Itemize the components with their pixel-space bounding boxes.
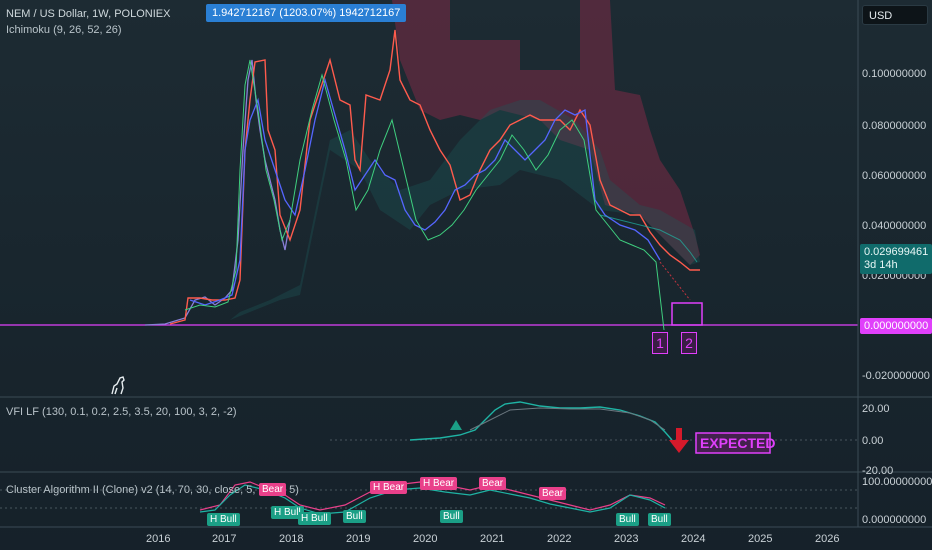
- signal-label: Bull: [440, 510, 463, 523]
- ichimoku-legend: Ichimoku (9, 26, 52, 26): [6, 24, 122, 36]
- signal-label: Bull: [616, 513, 639, 526]
- signal-label: Bear: [539, 487, 567, 500]
- signal-label: H Bull: [271, 506, 304, 519]
- time-tick: 2020: [413, 533, 438, 545]
- signal-label: Bull: [648, 513, 671, 526]
- signal-label: H Bear: [420, 477, 458, 490]
- vfi-tick: -20.00: [862, 465, 894, 477]
- vfi-tick: 20.00: [862, 403, 890, 415]
- vfi-signal: [469, 407, 666, 431]
- ichimoku-red-line: [169, 29, 700, 325]
- annotation-box-2[interactable]: 2: [681, 332, 697, 354]
- trend-forecast-line: [659, 261, 691, 301]
- ichimoku-cloud: [392, 0, 700, 265]
- last-price: 0.029699461: [864, 246, 929, 258]
- vfi-up-triangle: [450, 420, 462, 430]
- time-tick: 2021: [480, 533, 505, 545]
- signal-label: Bear: [259, 483, 287, 496]
- signal-label: Bull: [343, 510, 366, 523]
- currency-selector[interactable]: USD: [862, 5, 928, 25]
- time-tick: 2023: [614, 533, 639, 545]
- signal-label: H Bull: [298, 512, 331, 525]
- price-tick: -0.020000000: [862, 370, 930, 382]
- signal-label: Bear: [479, 477, 507, 490]
- symbol-title: NEM / US Dollar, 1W, POLONIEX: [6, 8, 171, 20]
- bar-countdown: 3d 14h: [864, 259, 898, 271]
- vfi-legend: VFI LF (130, 0.1, 0.2, 2.5, 3.5, 20, 100…: [6, 406, 237, 418]
- cluster-legend: Cluster Algorithm II (Clone) v2 (14, 70,…: [6, 484, 299, 496]
- time-tick: 2026: [815, 533, 840, 545]
- annotation-box-1[interactable]: 1: [652, 332, 668, 354]
- horizontal-line-label: 0.000000000: [860, 318, 932, 334]
- price-tick: 0.060000000: [862, 170, 927, 182]
- tradingview-dino-icon[interactable]: [108, 374, 130, 396]
- ichimoku-cloud-green: [230, 100, 700, 320]
- time-tick: 2016: [146, 533, 171, 545]
- price-line-early: [144, 59, 291, 326]
- ichimoku-green-line: [184, 59, 665, 331]
- time-tick: 2022: [547, 533, 572, 545]
- last-price-badge: 0.029699461 3d 14h: [860, 244, 932, 274]
- expected-label: EXPECTED: [700, 435, 776, 451]
- time-tick: 2024: [681, 533, 706, 545]
- time-tick: 2018: [279, 533, 304, 545]
- crosshair-readout: 1.942712167 (1203.07%) 1942712167: [206, 4, 407, 22]
- signal-label: H Bull: [207, 513, 240, 526]
- cluster-tick: 0.000000000: [862, 514, 927, 526]
- time-tick: 2017: [212, 533, 237, 545]
- cluster-tick: 100.000000000: [862, 476, 932, 488]
- signal-label: H Bear: [370, 481, 408, 494]
- vfi-tick: 0.00: [862, 435, 884, 447]
- price-tick: 0.040000000: [862, 220, 927, 232]
- time-tick: 2025: [748, 533, 773, 545]
- ichimoku-blue-line: [189, 77, 661, 306]
- time-tick: 2019: [346, 533, 371, 545]
- expected-box: [695, 432, 771, 454]
- price-tick: 0.080000000: [862, 120, 927, 132]
- expected-arrow: [669, 428, 689, 453]
- price-tick: 0.100000000: [862, 68, 927, 80]
- target-box: [671, 302, 703, 326]
- lagging-teal: [599, 214, 698, 263]
